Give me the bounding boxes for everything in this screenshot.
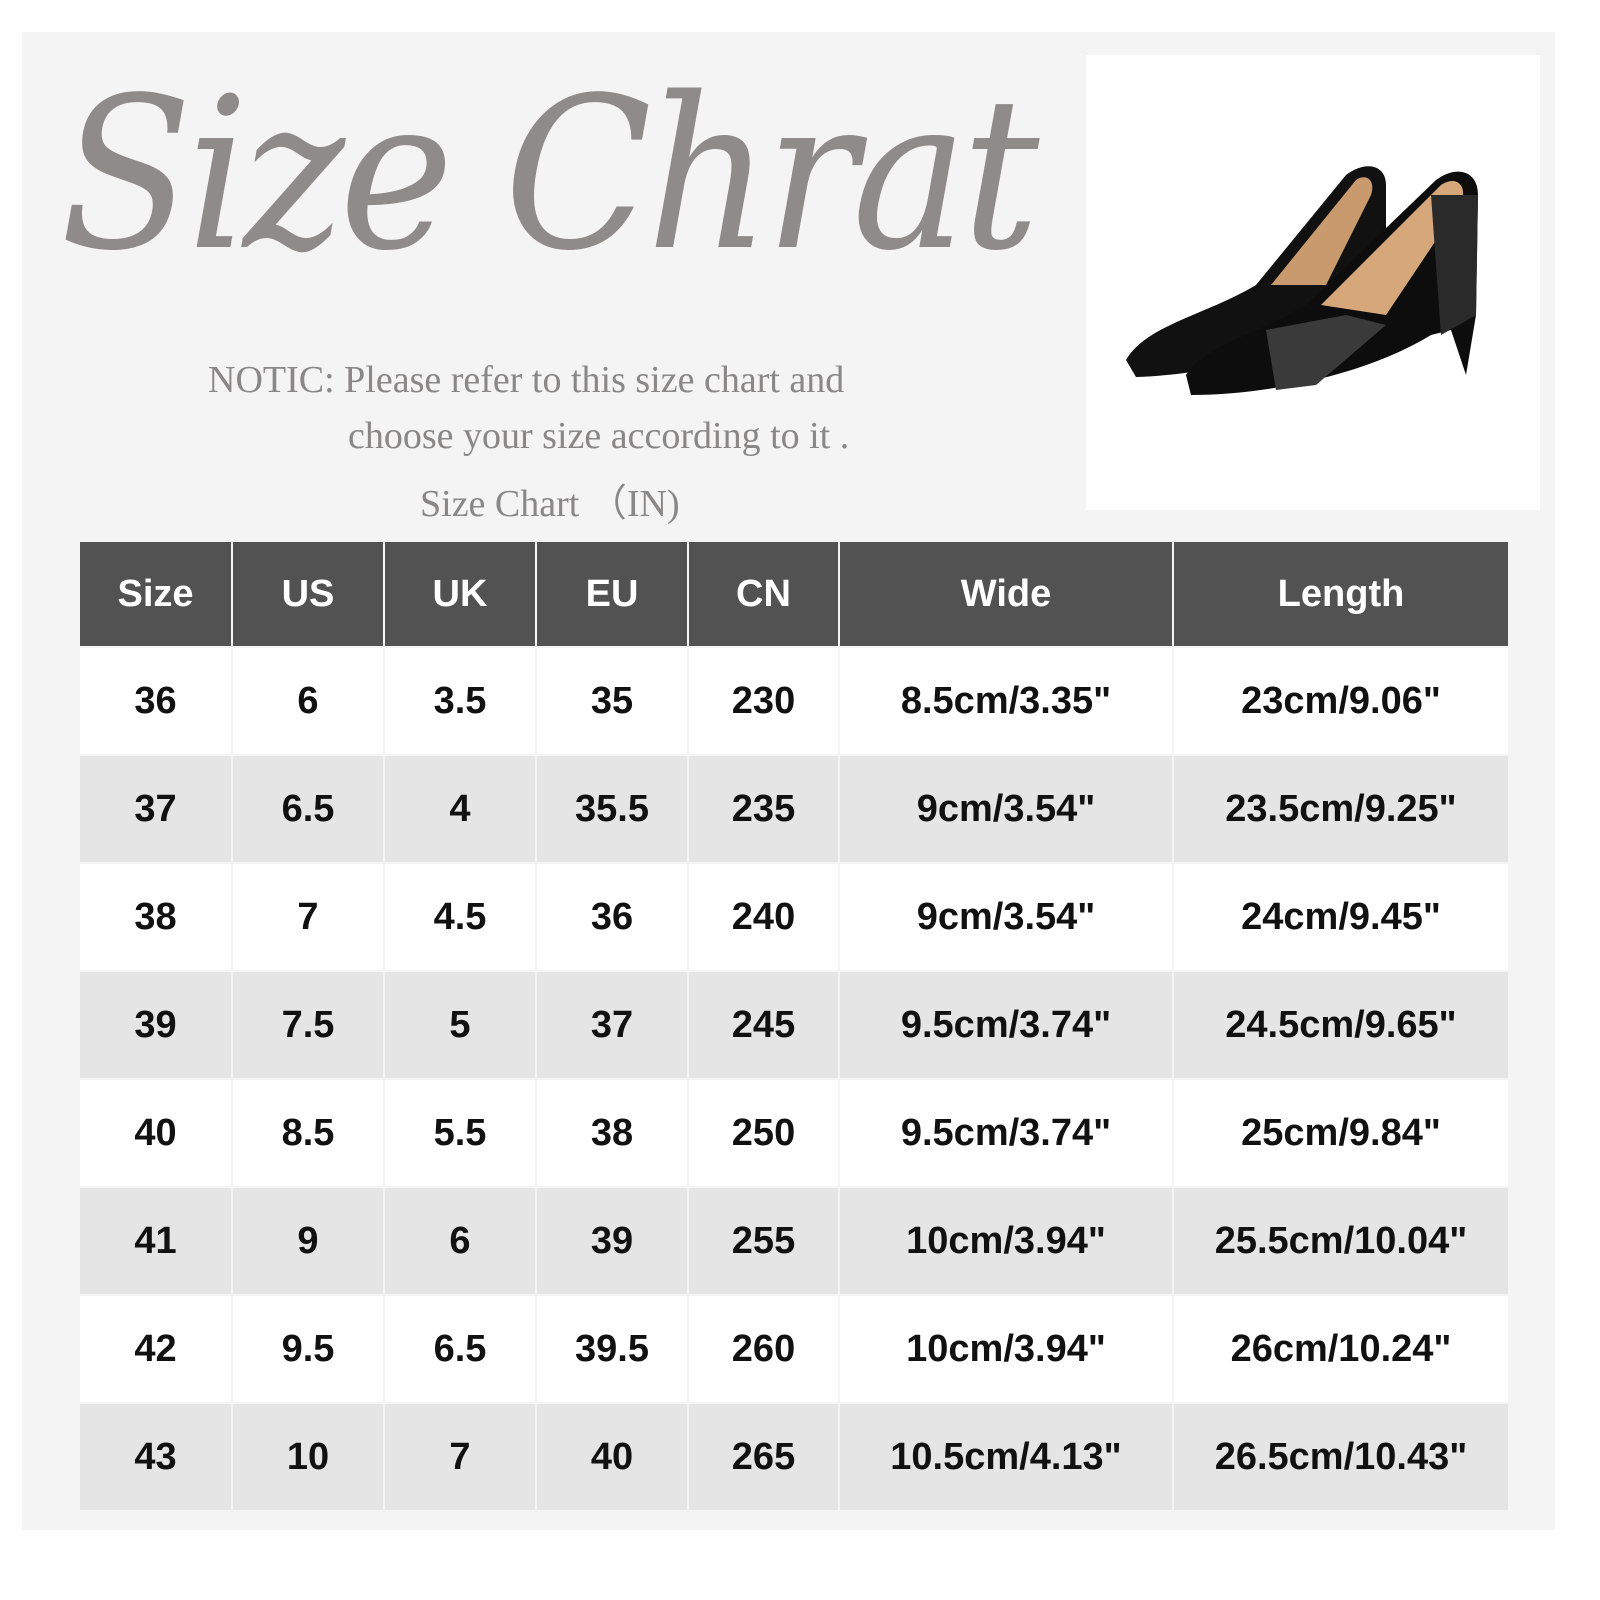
cell-wide: 10cm/3.94": [838, 1186, 1174, 1296]
notice-line-2: choose your size according to it .: [348, 415, 850, 457]
cell-wide: 10cm/3.94": [838, 1294, 1174, 1404]
product-image: [1086, 55, 1540, 510]
cell-cn: 260: [687, 1294, 840, 1404]
cell-us: 10: [231, 1402, 385, 1512]
column-header-us: US: [231, 540, 385, 648]
column-header-length: Length: [1172, 540, 1510, 648]
cell-length: 23cm/9.06": [1172, 646, 1510, 756]
cell-wide: 9.5cm/3.74": [838, 970, 1174, 1080]
cell-eu: 38: [535, 1078, 689, 1188]
cell-us: 8.5: [231, 1078, 385, 1188]
cell-eu: 35.5: [535, 754, 689, 864]
cell-uk: 6.5: [383, 1294, 537, 1404]
cell-size: 40: [78, 1078, 233, 1188]
cell-length: 24.5cm/9.65": [1172, 970, 1510, 1080]
table-row: 37 6.5 4 35.5 235 9cm/3.54" 23.5cm/9.25": [78, 754, 1510, 864]
table-row: 39 7.5 5 37 245 9.5cm/3.74" 24.5cm/9.65": [78, 970, 1510, 1080]
cell-eu: 35: [535, 646, 689, 756]
page-title: Size Chrat: [60, 52, 1039, 297]
cell-eu: 40: [535, 1402, 689, 1512]
cell-length: 23.5cm/9.25": [1172, 754, 1510, 864]
cell-uk: 6: [383, 1186, 537, 1296]
table-row: 40 8.5 5.5 38 250 9.5cm/3.74" 25cm/9.84": [78, 1078, 1510, 1188]
cell-eu: 39: [535, 1186, 689, 1296]
shoe-illustration: [1126, 166, 1478, 395]
cell-length: 25cm/9.84": [1172, 1078, 1510, 1188]
cell-length: 26cm/10.24": [1172, 1294, 1510, 1404]
cell-length: 26.5cm/10.43": [1172, 1402, 1510, 1512]
table-row: 41 9 6 39 255 10cm/3.94" 25.5cm/10.04": [78, 1186, 1510, 1296]
column-header-uk: UK: [383, 540, 537, 648]
cell-size: 39: [78, 970, 233, 1080]
cell-cn: 250: [687, 1078, 840, 1188]
cell-uk: 7: [383, 1402, 537, 1512]
cell-size: 42: [78, 1294, 233, 1404]
cell-cn: 265: [687, 1402, 840, 1512]
column-header-size: Size: [78, 540, 233, 648]
table-subtitle: Size Chart （IN): [420, 483, 680, 525]
cell-eu: 39.5: [535, 1294, 689, 1404]
column-header-eu: EU: [535, 540, 689, 648]
cell-size: 41: [78, 1186, 233, 1296]
table-row: 38 7 4.5 36 240 9cm/3.54" 24cm/9.45": [78, 862, 1510, 972]
cell-cn: 240: [687, 862, 840, 972]
cell-uk: 4: [383, 754, 537, 864]
cell-eu: 37: [535, 970, 689, 1080]
cell-wide: 10.5cm/4.13": [838, 1402, 1174, 1512]
cell-size: 43: [78, 1402, 233, 1512]
column-header-wide: Wide: [838, 540, 1174, 648]
cell-wide: 9.5cm/3.74": [838, 1078, 1174, 1188]
table-row: 42 9.5 6.5 39.5 260 10cm/3.94" 26cm/10.24": [78, 1294, 1510, 1404]
cell-wide: 9cm/3.54": [838, 754, 1174, 864]
cell-wide: 8.5cm/3.35": [838, 646, 1174, 756]
cell-cn: 230: [687, 646, 840, 756]
cell-uk: 4.5: [383, 862, 537, 972]
cell-us: 9.5: [231, 1294, 385, 1404]
cell-us: 7.5: [231, 970, 385, 1080]
notice-line-1: NOTIC: Please refer to this size chart a…: [208, 359, 845, 401]
cell-uk: 3.5: [383, 646, 537, 756]
table-row: 43 10 7 40 265 10.5cm/4.13" 26.5cm/10.43": [78, 1402, 1510, 1512]
table-header-row: Size US UK EU CN Wide Length: [78, 540, 1510, 648]
cell-cn: 255: [687, 1186, 840, 1296]
cell-size: 37: [78, 754, 233, 864]
cell-uk: 5: [383, 970, 537, 1080]
cell-cn: 245: [687, 970, 840, 1080]
column-header-cn: CN: [687, 540, 840, 648]
cell-size: 36: [78, 646, 233, 756]
cell-us: 6.5: [231, 754, 385, 864]
table-row: 36 6 3.5 35 230 8.5cm/3.35" 23cm/9.06": [78, 646, 1510, 756]
cell-wide: 9cm/3.54": [838, 862, 1174, 972]
cell-uk: 5.5: [383, 1078, 537, 1188]
cell-length: 25.5cm/10.04": [1172, 1186, 1510, 1296]
cell-us: 9: [231, 1186, 385, 1296]
size-table: Size US UK EU CN Wide Length 36 6 3.5 35 230…: [78, 540, 1510, 1512]
cell-us: 7: [231, 862, 385, 972]
cell-cn: 235: [687, 754, 840, 864]
cell-length: 24cm/9.45": [1172, 862, 1510, 972]
cell-us: 6: [231, 646, 385, 756]
cell-eu: 36: [535, 862, 689, 972]
cell-size: 38: [78, 862, 233, 972]
